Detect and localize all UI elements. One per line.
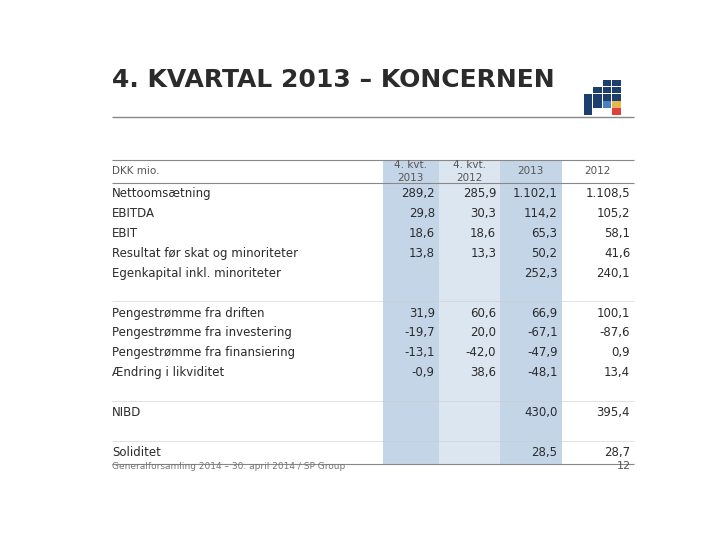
- Text: Nettoomsætning: Nettoomsætning: [112, 187, 212, 200]
- Text: -42,0: -42,0: [466, 347, 496, 360]
- Text: 28,5: 28,5: [531, 446, 557, 459]
- Text: 65,3: 65,3: [531, 227, 557, 240]
- Text: Generalforsamling 2014 – 30. april 2014 / SP Group: Generalforsamling 2014 – 30. april 2014 …: [112, 462, 346, 471]
- Text: -47,9: -47,9: [527, 347, 557, 360]
- Text: 13,8: 13,8: [409, 247, 435, 260]
- Text: 30,3: 30,3: [470, 207, 496, 220]
- Text: 430,0: 430,0: [524, 406, 557, 420]
- Text: -67,1: -67,1: [527, 327, 557, 340]
- Text: 285,9: 285,9: [463, 187, 496, 200]
- Text: EBIT: EBIT: [112, 227, 138, 240]
- Text: 4. kvt.
2013: 4. kvt. 2013: [395, 160, 428, 183]
- Text: NIBD: NIBD: [112, 406, 142, 420]
- Text: 29,8: 29,8: [409, 207, 435, 220]
- Text: 2013: 2013: [518, 166, 544, 177]
- Text: Soliditet: Soliditet: [112, 446, 161, 459]
- Text: 1.102,1: 1.102,1: [513, 187, 557, 200]
- Bar: [612, 109, 621, 114]
- Bar: [603, 94, 611, 100]
- Text: 50,2: 50,2: [531, 247, 557, 260]
- Text: 28,7: 28,7: [604, 446, 630, 459]
- Bar: [612, 94, 621, 100]
- Text: -13,1: -13,1: [405, 347, 435, 360]
- Text: 2012: 2012: [585, 166, 611, 177]
- Text: -19,7: -19,7: [404, 327, 435, 340]
- Text: -87,6: -87,6: [600, 327, 630, 340]
- Text: 41,6: 41,6: [604, 247, 630, 260]
- Bar: [584, 102, 592, 107]
- Text: 252,3: 252,3: [524, 267, 557, 280]
- Text: 4. kvt.
2012: 4. kvt. 2012: [453, 160, 486, 183]
- Bar: [603, 87, 611, 93]
- Text: 240,1: 240,1: [596, 267, 630, 280]
- Text: 18,6: 18,6: [470, 227, 496, 240]
- Bar: [593, 94, 602, 100]
- Bar: [612, 102, 621, 107]
- Bar: [612, 80, 621, 86]
- Text: 4. KVARTAL 2013 – KONCERNEN: 4. KVARTAL 2013 – KONCERNEN: [112, 68, 555, 92]
- Text: -0,9: -0,9: [412, 367, 435, 380]
- Text: 289,2: 289,2: [401, 187, 435, 200]
- Text: DKK mio.: DKK mio.: [112, 166, 160, 177]
- Text: Pengestrømme fra driften: Pengestrømme fra driften: [112, 307, 265, 320]
- Text: Pengestrømme fra investering: Pengestrømme fra investering: [112, 327, 292, 340]
- Text: 13,3: 13,3: [470, 247, 496, 260]
- Bar: [603, 102, 611, 107]
- Bar: [593, 102, 602, 107]
- Bar: [438, 160, 500, 465]
- Text: 0,9: 0,9: [611, 347, 630, 360]
- Text: Egenkapital inkl. minoriteter: Egenkapital inkl. minoriteter: [112, 267, 282, 280]
- Text: 20,0: 20,0: [470, 327, 496, 340]
- Text: 31,9: 31,9: [409, 307, 435, 320]
- Text: -48,1: -48,1: [527, 367, 557, 380]
- Bar: [603, 80, 611, 86]
- Text: EBITDA: EBITDA: [112, 207, 156, 220]
- Bar: [593, 87, 602, 93]
- Text: 38,6: 38,6: [470, 367, 496, 380]
- Text: 114,2: 114,2: [524, 207, 557, 220]
- Text: 1.108,5: 1.108,5: [585, 187, 630, 200]
- Text: 100,1: 100,1: [597, 307, 630, 320]
- Text: Pengestrømme fra finansiering: Pengestrømme fra finansiering: [112, 347, 295, 360]
- Bar: [584, 109, 592, 114]
- Text: 12: 12: [617, 462, 631, 471]
- Text: 395,4: 395,4: [597, 406, 630, 420]
- Text: Ændring i likviditet: Ændring i likviditet: [112, 367, 225, 380]
- Text: 60,6: 60,6: [470, 307, 496, 320]
- Text: 58,1: 58,1: [604, 227, 630, 240]
- Text: 66,9: 66,9: [531, 307, 557, 320]
- Bar: [383, 160, 438, 465]
- Text: 18,6: 18,6: [409, 227, 435, 240]
- Bar: [584, 94, 592, 100]
- Bar: [612, 87, 621, 93]
- Text: 105,2: 105,2: [597, 207, 630, 220]
- Bar: [500, 160, 562, 465]
- Text: Resultat før skat og minoriteter: Resultat før skat og minoriteter: [112, 247, 299, 260]
- Text: 13,4: 13,4: [604, 367, 630, 380]
